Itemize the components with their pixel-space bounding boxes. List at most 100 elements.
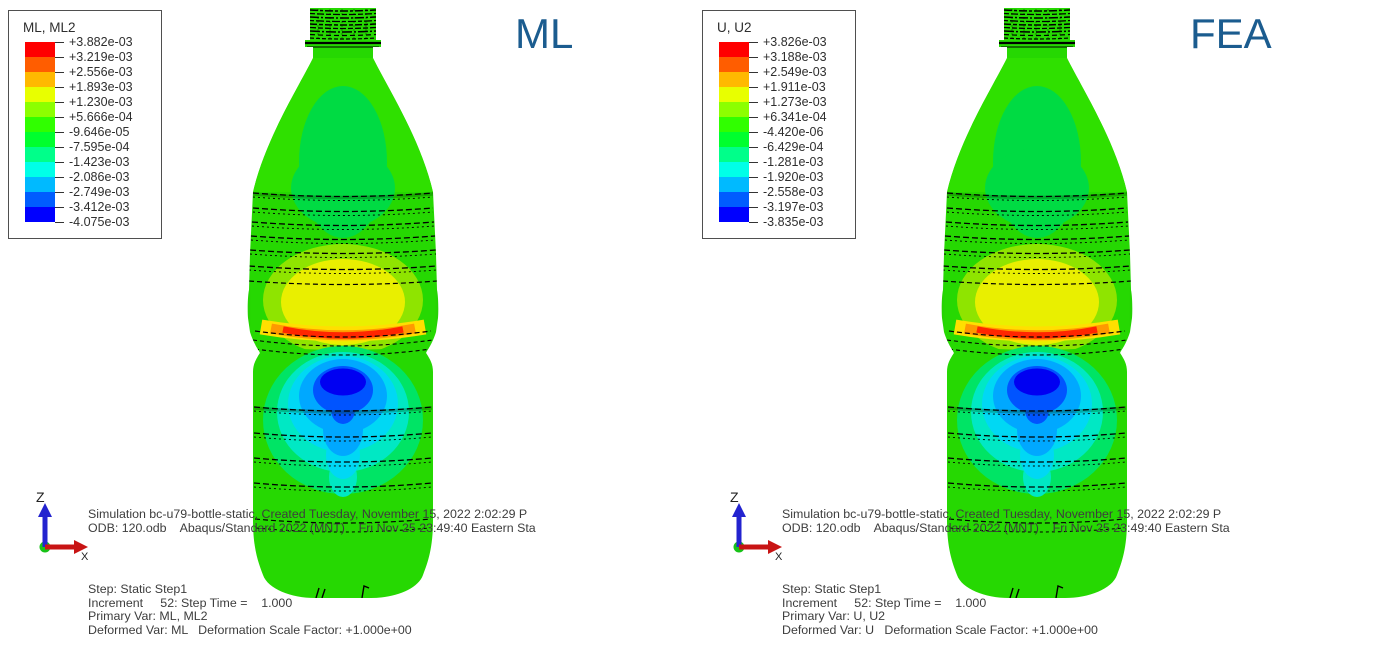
legend-color-swatch — [719, 87, 749, 102]
axis-x-label: X — [81, 551, 89, 563]
legend-tick-label: -2.749e-03 — [69, 185, 130, 199]
legend-color-swatch — [719, 132, 749, 147]
legend-tick-label: +3.188e-03 — [763, 50, 827, 64]
axis-x-arrow — [45, 540, 88, 554]
legend-color-swatch — [25, 57, 55, 72]
legend-tick — [55, 132, 64, 134]
legend-tick-label: -9.646e-05 — [69, 125, 130, 139]
legend-tick — [55, 117, 64, 119]
legend-color-swatch — [25, 147, 55, 162]
legend-box-fea: U, U2 +3.826e-03 +3.188e-03 +2.549e-03 +1.9… — [702, 10, 856, 239]
annotation-state: Step: Static Step1 Increment 52: Step Tim… — [782, 582, 1230, 637]
legend-color-swatch — [25, 162, 55, 177]
annotation-line: Simulation bc-u79-bottle-static, Created… — [88, 507, 528, 521]
legend-color-swatch — [719, 117, 749, 132]
legend-color-swatch — [25, 177, 55, 192]
legend-tick — [55, 207, 64, 209]
legend-tick — [749, 207, 758, 209]
legend-tick — [55, 177, 64, 179]
legend-tick-label: +6.341e-04 — [763, 110, 827, 124]
annotation-state: Step: Static Step1 Increment 52: Step Tim… — [88, 582, 536, 637]
annotation-block-ml: Simulation bc-u79-bottle-static, Created… — [88, 481, 536, 664]
annotation-header: Simulation bc-u79-bottle-static, Created… — [88, 507, 536, 535]
panel-title-ml: ML — [515, 10, 574, 57]
annotation-line: Increment 52: Step Time = 1.000 — [88, 595, 293, 610]
legend-tick-label: +1.893e-03 — [69, 80, 133, 94]
legend-tick — [749, 177, 758, 179]
annotation-line: ODB: 120.odb Abaqus/Standard 2022 (MNT) … — [88, 520, 536, 535]
legend-color-bar — [25, 42, 55, 222]
annotation-line: Deformed Var: U Deformation Scale Factor… — [782, 622, 1098, 637]
legend-color-swatch — [25, 192, 55, 207]
legend-color-swatch — [25, 42, 55, 57]
legend-tick-label: -3.835e-03 — [763, 215, 824, 229]
legend-color-swatch — [25, 87, 55, 102]
legend-tick-label: +3.882e-03 — [69, 35, 133, 49]
legend-scale: +3.882e-03 +3.219e-03 +2.556e-03 +1.893e-03… — [25, 35, 155, 229]
legend-color-swatch — [25, 207, 55, 222]
panel-fea: U, U2 +3.826e-03 +3.188e-03 +2.549e-03 +1.9… — [694, 0, 1387, 636]
legend-tick-label: -6.429e-04 — [763, 140, 824, 154]
axis-z-label: Z — [36, 489, 45, 505]
legend-color-swatch — [719, 177, 749, 192]
legend-tick — [55, 72, 64, 74]
legend-tick — [55, 42, 64, 44]
panel-ml: ML, ML2 +3.882e-03 +3.219e-03 +2.556e-03 +1… — [0, 0, 693, 636]
legend-tick-label: -1.281e-03 — [763, 155, 824, 169]
legend-tick — [749, 192, 758, 194]
legend-tick-label: +1.273e-03 — [763, 95, 827, 109]
legend-scale: +3.826e-03 +3.188e-03 +2.549e-03 +1.911e-03… — [719, 35, 849, 229]
axis-z-arrow — [732, 503, 746, 547]
legend-tick-label: -7.595e-04 — [69, 140, 130, 154]
annotation-line: Primary Var: U, U2 — [782, 609, 886, 623]
legend-tick-label: -3.197e-03 — [763, 200, 824, 214]
legend-tick — [749, 132, 758, 134]
legend-tick — [749, 42, 758, 44]
legend-tick — [55, 222, 64, 224]
legend-tick — [55, 102, 64, 104]
axis-x-label: X — [775, 551, 783, 563]
legend-tick-label: -1.920e-03 — [763, 170, 824, 184]
annotation-line: Step: Static Step1 — [782, 582, 882, 596]
legend-tick-label: -4.420e-06 — [763, 125, 824, 139]
legend-color-swatch — [719, 57, 749, 72]
legend-color-swatch — [25, 102, 55, 117]
legend-color-bar — [719, 42, 749, 222]
legend-tick — [749, 57, 758, 59]
legend-color-swatch — [25, 72, 55, 87]
legend-tick — [749, 222, 758, 224]
legend-tick — [55, 147, 64, 149]
annotation-line: ODB: 120.odb Abaqus/Standard 2022 (MNT) … — [782, 520, 1230, 535]
legend-tick-label: +3.826e-03 — [763, 35, 827, 49]
legend-color-swatch — [719, 42, 749, 57]
legend-color-swatch — [25, 132, 55, 147]
legend-color-swatch — [719, 162, 749, 177]
legend-tick-label: +3.219e-03 — [69, 50, 133, 64]
legend-tick-label: +2.549e-03 — [763, 65, 827, 79]
axis-x-arrow — [739, 540, 782, 554]
legend-color-swatch — [719, 147, 749, 162]
legend-tick — [749, 162, 758, 164]
annotation-line: Step: Static Step1 — [88, 582, 188, 596]
legend-color-swatch — [719, 102, 749, 117]
axis-z-label: Z — [730, 489, 739, 505]
legend-tick — [749, 87, 758, 89]
view-orientation-triad: Z X — [730, 489, 783, 563]
view-orientation-triad: Z X — [36, 489, 89, 563]
legend-box-ml: ML, ML2 +3.882e-03 +3.219e-03 +2.556e-03 +1… — [8, 10, 162, 239]
annotation-line: Deformed Var: ML Deformation Scale Facto… — [88, 622, 412, 637]
legend-tick-label: -2.558e-03 — [763, 185, 824, 199]
legend-tick-label: +5.666e-04 — [69, 110, 133, 124]
legend-tick-label: -1.423e-03 — [69, 155, 130, 169]
annotation-line: Increment 52: Step Time = 1.000 — [782, 595, 987, 610]
legend-tick — [55, 57, 64, 59]
legend-tick — [55, 192, 64, 194]
legend-color-swatch — [719, 72, 749, 87]
legend-tick-label: +1.230e-03 — [69, 95, 133, 109]
annotation-line: Primary Var: ML, ML2 — [88, 609, 208, 623]
legend-tick — [55, 162, 64, 164]
legend-tick-label: +1.911e-03 — [763, 80, 826, 94]
legend-tick-label: -3.412e-03 — [69, 200, 130, 214]
annotation-block-fea: Simulation bc-u79-bottle-static, Created… — [782, 481, 1230, 664]
annotation-line: Simulation bc-u79-bottle-static, Created… — [782, 507, 1222, 521]
